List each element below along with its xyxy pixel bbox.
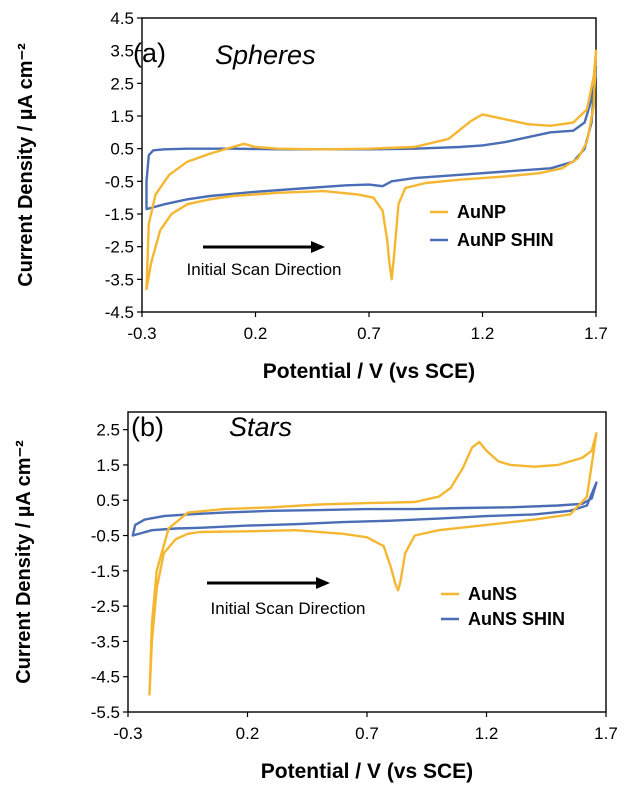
x-axis-label: Potential / V (vs SCE) (261, 760, 473, 783)
y-tick-label: -4.5 (91, 668, 120, 687)
y-tick-label: 4.5 (110, 9, 134, 28)
y-tick-label: -5.5 (91, 703, 120, 722)
series-line-aunp (145, 49, 598, 291)
x-tick-label: 0.7 (355, 724, 379, 743)
plot-frame (127, 411, 607, 713)
x-tick-label: -0.3 (127, 324, 156, 343)
panel-title: Spheres (215, 40, 316, 70)
y-tick-label: -1.5 (105, 205, 134, 224)
panel-title: Stars (229, 412, 292, 442)
legend-label: AuNS (468, 584, 517, 604)
y-tick-label: 2.5 (96, 421, 120, 440)
x-tick-label: 1.7 (594, 724, 618, 743)
x-tick-label: 0.2 (236, 724, 260, 743)
y-tick-label: -3.5 (105, 270, 134, 289)
y-tick-label: 1.5 (110, 107, 134, 126)
x-tick-label: 0.7 (357, 324, 381, 343)
x-tick-label: -0.3 (113, 724, 142, 743)
x-tick-label: 1.2 (471, 324, 495, 343)
y-tick-label: -2.5 (105, 238, 134, 257)
series-line-aunp-shin (145, 65, 598, 211)
panel-label: (a) (133, 38, 166, 68)
y-tick-label: 0.5 (96, 491, 120, 510)
y-tick-label: 3.5 (110, 42, 134, 61)
legend-label: AuNS SHIN (468, 609, 565, 629)
scan-direction-arrow-head (316, 577, 330, 589)
y-tick-label: -3.5 (91, 632, 120, 651)
x-axis-label: Potential / V (vs SCE) (263, 360, 475, 383)
y-tick-label: -1.5 (91, 562, 120, 581)
x-tick-label: 1.2 (475, 724, 499, 743)
x-tick-label: 0.2 (244, 324, 268, 343)
y-tick-label: -2.5 (91, 597, 120, 616)
series-line-auns (148, 432, 598, 696)
y-axis-label: Current Density / µA cm⁻² (15, 43, 37, 287)
y-tick-label: 0.5 (110, 140, 134, 159)
chart-panel-2: -0.3 0.2 0.7 1.2 1.7 2.5 1.5 0.5 -0.5 -1.5 -2.5 -3.… (13, 411, 618, 783)
y-tick-label: -0.5 (105, 172, 134, 191)
panel-label: (b) (131, 412, 164, 442)
chart-panel-1: -0.3 0.2 0.7 1.2 1.7 4.5 3.5 2.5 1.5 0.5 -0.5 -1.5 -… (15, 9, 608, 383)
y-axis-label: Current Density / µA cm⁻² (13, 440, 35, 684)
y-tick-label: -0.5 (91, 527, 120, 546)
x-tick-label: 1.7 (584, 324, 608, 343)
legend-label: AuNP SHIN (457, 230, 554, 250)
y-tick-label: 2.5 (110, 74, 134, 93)
y-tick-label: -4.5 (105, 303, 134, 322)
scan-direction-annotation: Initial Scan Direction (187, 260, 342, 279)
scan-direction-annotation: Initial Scan Direction (211, 599, 366, 618)
legend-label: AuNP (457, 202, 506, 222)
y-tick-label: 1.5 (96, 456, 120, 475)
series-line-auns-shin (131, 481, 598, 537)
scan-direction-arrow-head (311, 241, 325, 253)
